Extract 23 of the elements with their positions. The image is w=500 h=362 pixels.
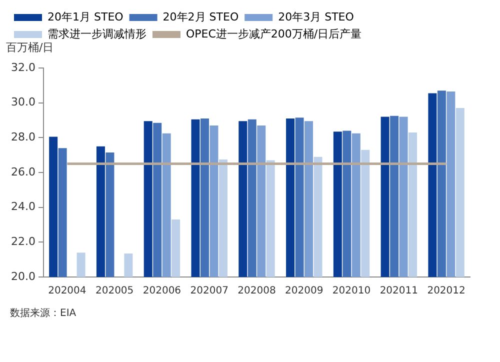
x-tick-label: 202011 xyxy=(380,286,418,297)
legend-label: OPEC进一步减产200万桶/日后产量 xyxy=(186,27,362,40)
legend-label: 20年2月 STEO xyxy=(162,10,239,24)
x-tick-label: 202004 xyxy=(48,286,86,297)
y-tick-label: 30.0 xyxy=(10,96,36,109)
x-tick-label: 202005 xyxy=(95,286,134,297)
x-tick-label: 202009 xyxy=(285,286,324,297)
source-note: 数据来源：EIA xyxy=(10,306,76,320)
y-tick-label: 26.0 xyxy=(10,165,36,178)
legend-label: 20年3月 STEO xyxy=(278,10,354,24)
x-tick-label: 202012 xyxy=(427,286,466,297)
x-tick-label: 202008 xyxy=(238,286,276,297)
x-tick-label: 202006 xyxy=(142,286,182,297)
x-tick-label: 202007 xyxy=(190,286,228,297)
legend-label: 需求进一步调减情形 xyxy=(48,27,146,40)
y-tick-label: 22.0 xyxy=(10,235,36,248)
x-tick-label: 202010 xyxy=(332,286,371,297)
y-tick-label: 20.0 xyxy=(10,270,36,283)
y-axis-title: 百万桶/日 xyxy=(6,40,54,55)
y-tick-label: 28.0 xyxy=(10,130,36,144)
y-tick-label: 24.0 xyxy=(10,200,36,214)
legend-label: 20年1月 STEO xyxy=(48,10,124,24)
y-tick-label: 32.0 xyxy=(10,60,36,74)
